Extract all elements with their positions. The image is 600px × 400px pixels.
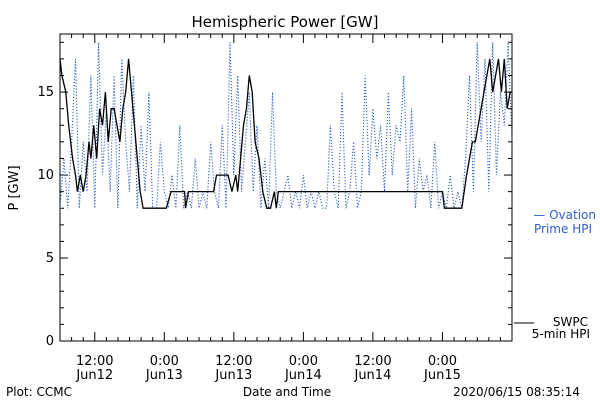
y-tick-label: 5	[46, 251, 54, 266]
x-tick-day-label: Jun13	[145, 368, 183, 383]
footer-plot-credit: Plot: CCMC	[6, 385, 72, 399]
x-tick-time-label: 12:00	[215, 354, 252, 369]
x-tick-time-label: 12:00	[354, 354, 391, 369]
x-tick-day-label: Jun15	[423, 368, 461, 383]
series-line-swpc	[59, 58, 512, 209]
y-tick-label: 0	[46, 334, 54, 349]
x-tick-time-label: 12:00	[76, 354, 113, 369]
x-tick-time-label: 0:00	[428, 354, 457, 369]
footer-timestamp: 2020/06/15 08:35:14	[453, 385, 580, 399]
series-layer	[59, 42, 513, 209]
chart-title: Hemispheric Power [GW]	[192, 13, 379, 31]
x-tick-day-label: Jun14	[353, 368, 391, 383]
x-tick-day-label: Jun14	[284, 368, 322, 383]
y-tick-label: 15	[37, 85, 54, 100]
legend-swpc-line2: 5-min HPI	[532, 327, 590, 341]
x-axis: 12:00Jun120:00Jun1312:00Jun130:00Jun1412…	[59, 34, 513, 383]
legend: — Ovation Prime HPI SWPC 5-min HPI	[514, 208, 596, 341]
y-axis-label: P [GW]	[7, 165, 22, 210]
x-tick-day-label: Jun12	[75, 368, 113, 383]
y-tick-label: 10	[37, 168, 54, 183]
x-axis-label: Date and Time	[243, 385, 331, 399]
x-tick-day-label: Jun13	[214, 368, 252, 383]
x-tick-time-label: 0:00	[289, 354, 318, 369]
legend-swpc-line1: SWPC	[553, 315, 588, 329]
y-axis: 0 5 10 15	[37, 41, 512, 349]
legend-ovation-line2: Prime HPI	[534, 222, 592, 236]
plot-border	[59, 33, 513, 342]
plot-area	[59, 33, 513, 342]
legend-ovation-line1: — Ovation	[533, 208, 596, 222]
series-line-ovation-prime	[59, 42, 513, 209]
x-tick-time-label: 0:00	[150, 354, 179, 369]
